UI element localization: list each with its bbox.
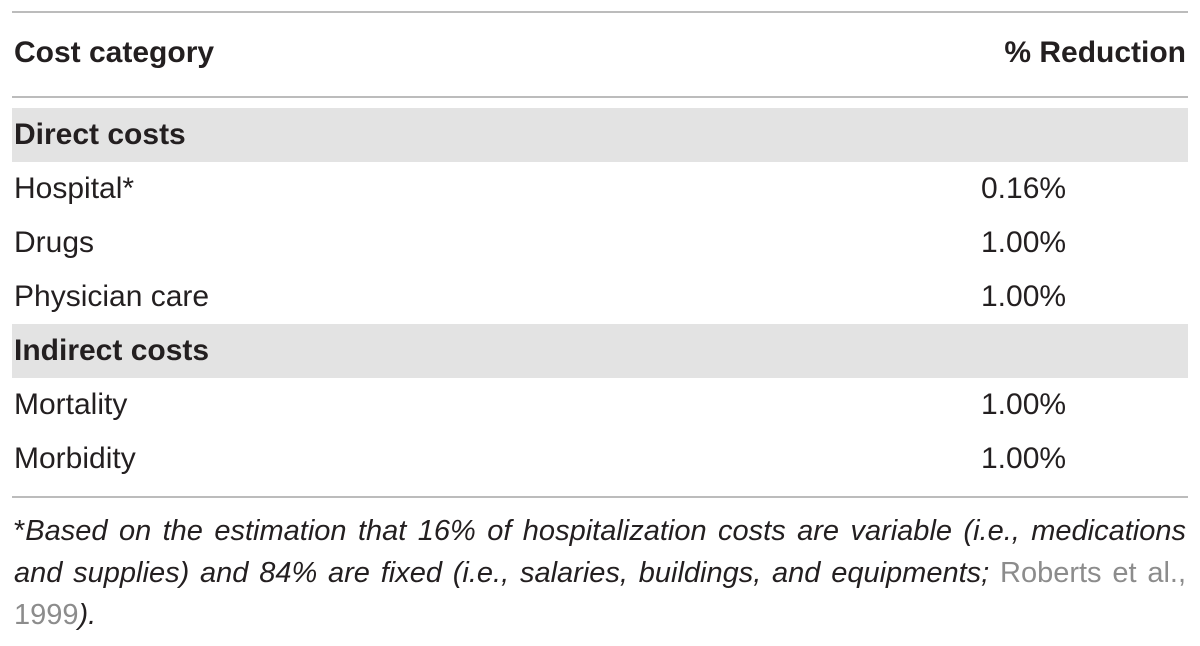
- header-rule: [12, 96, 1188, 98]
- row-value: 0.16%: [981, 172, 1067, 205]
- row-label: Physician care: [14, 280, 210, 313]
- row-value: 1.00%: [981, 226, 1067, 259]
- row-label: Hospital*: [14, 172, 135, 205]
- row-value: 1.00%: [981, 442, 1067, 475]
- row-label: Drugs: [14, 226, 95, 259]
- footnote-end: ).: [78, 599, 97, 631]
- header-cell: Cost category: [14, 36, 215, 69]
- row-value: 1.00%: [981, 280, 1067, 313]
- row-label: Morbidity: [14, 442, 136, 475]
- section-band: [12, 108, 1188, 162]
- top-rule: [12, 11, 1188, 13]
- section-title: Indirect costs: [14, 334, 210, 367]
- bottom-rule: [12, 496, 1188, 498]
- header-cell: % Reduction: [1004, 36, 1186, 69]
- footnote-marker: *: [14, 515, 26, 547]
- footnote-text: Based on the estimation that 16% of hosp…: [14, 515, 1186, 589]
- citation-link[interactable]: Roberts et al., 1999: [14, 557, 1187, 631]
- row-label: Mortality: [14, 388, 128, 421]
- section-title: Direct costs: [14, 118, 186, 151]
- section-band: [12, 324, 1188, 378]
- row-value: 1.00%: [981, 388, 1067, 421]
- footnote: *Based on the estimation that 16% of hos…: [14, 510, 1186, 636]
